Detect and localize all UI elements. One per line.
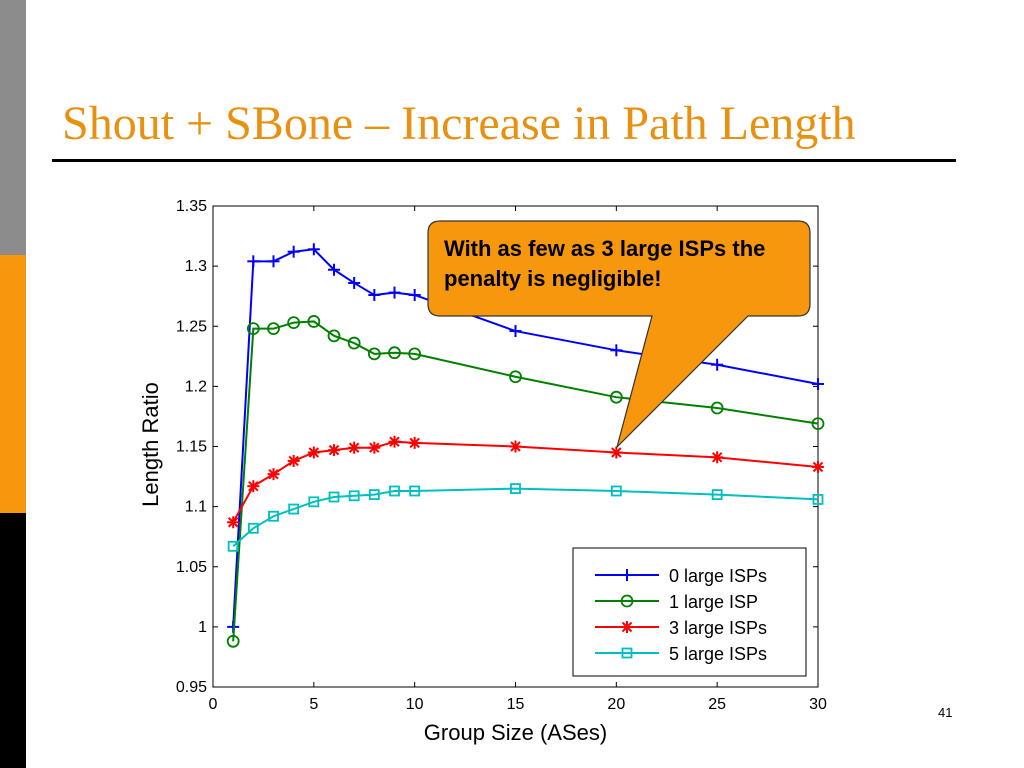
data-point (328, 263, 340, 276)
legend-marker (621, 621, 633, 633)
data-point (711, 451, 724, 464)
data-point (247, 480, 260, 493)
x-tick-label: 0 (209, 696, 218, 713)
data-point (308, 496, 320, 508)
legend-marker (621, 647, 633, 659)
data-point (246, 322, 260, 336)
data-point (812, 494, 824, 505)
series-line-3 (232, 487, 819, 548)
data-point (328, 491, 340, 503)
data-point (812, 460, 824, 473)
y-tick-label: 1.15 (176, 439, 207, 456)
data-point (287, 245, 300, 258)
data-point (710, 401, 724, 415)
y-tick-label: 1 (198, 619, 207, 636)
data-point (510, 483, 521, 494)
data-point (609, 390, 623, 404)
data-point (227, 540, 239, 552)
y-tick-label: 1.2 (185, 378, 207, 395)
series-line-1 (232, 320, 819, 642)
data-point (408, 347, 422, 361)
callout-box (427, 220, 811, 450)
legend-label: 0 large ISPs (669, 566, 767, 586)
x-tick-label: 5 (309, 696, 318, 713)
legend-label: 5 large ISPs (669, 644, 767, 664)
legend-label: 3 large ISPs (669, 618, 767, 638)
y-tick-label: 1.25 (176, 318, 207, 335)
data-point (388, 286, 401, 299)
x-tick-label: 30 (809, 696, 827, 713)
sidebar-gray-block (0, 0, 26, 255)
data-point (408, 288, 421, 301)
data-point (509, 370, 522, 384)
sidebar-orange-block (0, 255, 26, 513)
data-point (247, 522, 259, 534)
x-tick-label: 15 (507, 696, 525, 713)
legend-marker (621, 569, 633, 581)
data-point (307, 446, 320, 459)
x-tick-label: 20 (607, 696, 625, 713)
data-point (287, 316, 301, 330)
slide-title: Shout + SBone – Increase in Path Length (62, 97, 856, 150)
x-tick-label: 10 (406, 696, 424, 713)
data-point (227, 516, 240, 529)
data-point (812, 377, 824, 390)
data-point (327, 329, 341, 343)
data-point (711, 358, 724, 371)
y-tick-label: 1.3 (185, 258, 207, 275)
y-tick-label: 1.1 (185, 499, 207, 516)
page-number: 41 (938, 705, 953, 720)
data-point (288, 503, 300, 515)
data-point (268, 510, 279, 522)
data-point (267, 255, 280, 268)
legend-label: 1 large ISP (669, 592, 758, 612)
data-point (367, 347, 381, 361)
series-line-0 (232, 248, 819, 627)
data-point (287, 454, 300, 467)
data-point (509, 325, 522, 338)
data-point (409, 485, 421, 497)
data-point (267, 468, 280, 481)
data-point (610, 485, 622, 497)
data-point (408, 436, 421, 449)
data-point (368, 288, 381, 301)
y-tick-label: 1.35 (176, 198, 207, 215)
data-point (247, 255, 260, 268)
legend-box (572, 547, 807, 677)
data-point (388, 346, 401, 360)
data-point (348, 276, 361, 289)
legend-marker (620, 594, 634, 608)
x-tick-label: 25 (708, 696, 726, 713)
y-tick-label: 1.05 (176, 559, 207, 576)
data-point (267, 322, 280, 336)
callout-text: With as few as 3 large ISPs the penalty … (444, 236, 766, 291)
data-point (348, 490, 360, 502)
data-point (347, 336, 361, 350)
data-point (307, 315, 321, 328)
title-underline (52, 159, 956, 162)
y-axis-label: Length Ratio (138, 382, 163, 507)
data-point (226, 634, 240, 648)
sidebar-black-block (0, 513, 26, 768)
data-point (307, 243, 320, 256)
data-point (711, 489, 723, 501)
data-point (610, 344, 623, 357)
data-point (388, 435, 401, 448)
data-point (509, 440, 522, 453)
data-point (368, 489, 380, 501)
y-tick-label: 0.95 (176, 679, 207, 696)
data-point (368, 441, 381, 454)
data-point (389, 485, 400, 497)
data-point (348, 441, 361, 454)
data-point (811, 417, 825, 431)
data-point (328, 444, 340, 457)
x-axis-label: Group Size (ASes) (424, 720, 607, 745)
